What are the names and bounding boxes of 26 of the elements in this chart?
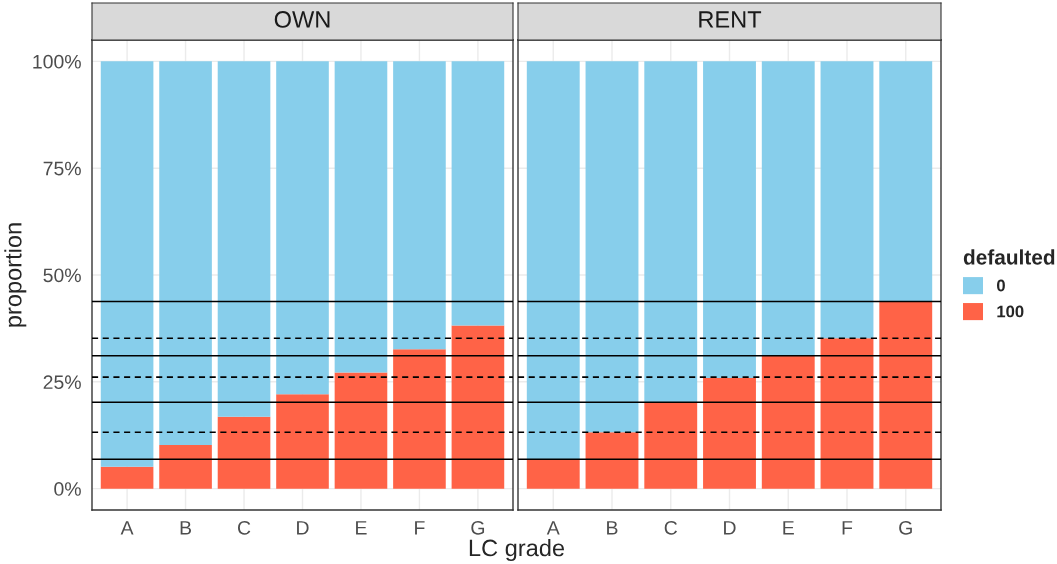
y-tick-label: 25% (43, 375, 81, 390)
x-axis-title: LC grade (469, 538, 565, 562)
legend-title: defaulted (963, 249, 1055, 265)
x-tick-label: E (783, 521, 794, 535)
x-tick-label: G (471, 520, 485, 535)
legend-label: 0 (996, 279, 1005, 292)
legend-label: 100 (997, 305, 1024, 318)
x-tick-label: F (842, 521, 853, 535)
x-tick-label: F (415, 521, 425, 535)
y-tick-label: 75% (43, 161, 81, 176)
x-tick-label: C (237, 520, 251, 535)
x-tick-label: E (356, 521, 367, 535)
x-tick-label: C (664, 520, 678, 535)
x-tick-label: D (297, 521, 309, 535)
y-tick-label: 50% (43, 268, 81, 283)
y-tick-label: 100% (33, 54, 81, 69)
x-tick-label: G (899, 520, 912, 535)
x-tick-label: A (546, 521, 560, 535)
chart-title: OWN (274, 11, 330, 28)
y-axis-title: proportion (4, 223, 27, 327)
x-tick-label: B (607, 521, 618, 535)
y-tick-label: 0% (54, 482, 81, 496)
chart-title: RENT (699, 11, 762, 28)
x-tick-label: A (120, 521, 134, 535)
x-tick-label: D (724, 521, 736, 535)
x-tick-label: B (180, 521, 192, 535)
